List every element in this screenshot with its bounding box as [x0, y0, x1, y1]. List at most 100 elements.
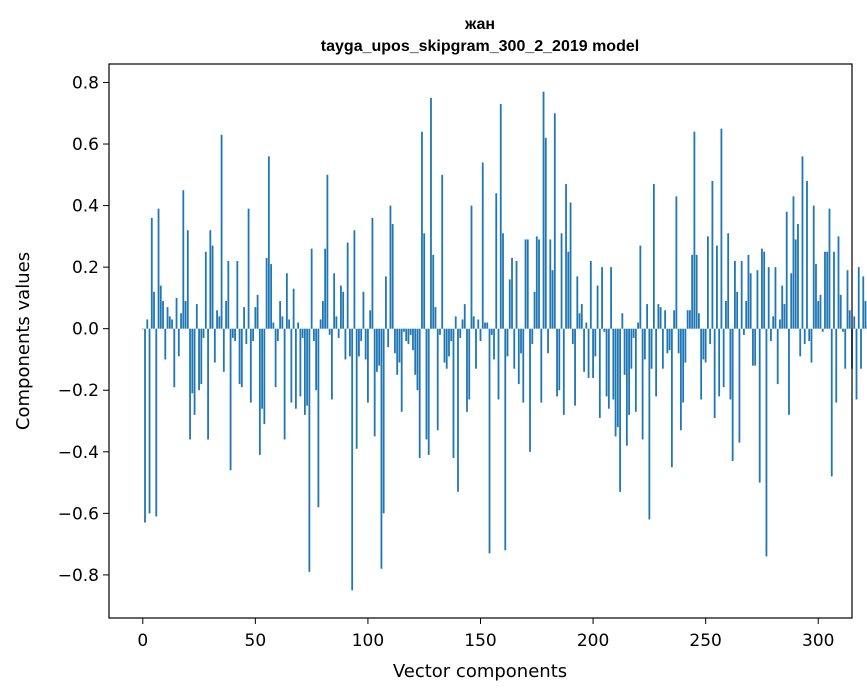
bar-300 [817, 300, 820, 329]
bar-233 [666, 328, 669, 354]
bar-258 [722, 328, 725, 388]
bar-230 [659, 307, 662, 329]
bar-129 [432, 254, 435, 329]
bar-73 [306, 328, 309, 406]
bar-60 [276, 328, 279, 341]
bar-188 [565, 184, 567, 329]
bar-35 [220, 134, 223, 329]
bar-206 [605, 328, 608, 397]
bar-280 [772, 316, 775, 329]
bar-215 [625, 328, 628, 446]
bar-40 [231, 328, 234, 338]
bar-200 [592, 328, 594, 378]
bar-229 [657, 304, 660, 329]
bar-71 [301, 328, 304, 338]
bar-84 [331, 328, 333, 400]
bar-19 [184, 300, 187, 329]
bar-205 [603, 328, 606, 332]
bar-207 [607, 328, 610, 409]
bar-231 [661, 328, 664, 369]
y-tick-label: 0.4 [72, 197, 99, 217]
bar-108 [385, 276, 387, 329]
bar-276 [763, 251, 766, 329]
bar-295 [806, 180, 808, 329]
bar-285 [783, 304, 786, 329]
bar-72 [303, 328, 306, 415]
bar-181 [549, 239, 552, 329]
bar-152 [484, 322, 486, 329]
x-axis-label: Vector components [393, 661, 567, 682]
bar-27 [202, 328, 205, 338]
bar-118 [407, 328, 410, 345]
bar-10 [164, 328, 167, 360]
bar-45 [243, 307, 245, 329]
bar-144 [466, 328, 468, 412]
bar-216 [628, 328, 630, 415]
bar-277 [765, 328, 768, 557]
bar-305 [828, 208, 831, 329]
bar-99 [364, 328, 367, 360]
bar-210 [614, 328, 617, 437]
bar-17 [180, 313, 182, 329]
bar-259 [725, 300, 727, 329]
bar-164 [511, 257, 513, 329]
bar-133 [441, 174, 444, 329]
bar-128 [430, 97, 432, 329]
bar-148 [475, 328, 477, 369]
bar-78 [317, 328, 320, 508]
bar-197 [585, 322, 588, 329]
bar-177 [540, 328, 543, 403]
bar-4 [150, 217, 153, 329]
bar-120 [412, 328, 414, 351]
bar-117 [405, 328, 408, 341]
bar-254 [713, 328, 716, 418]
bar-25 [198, 328, 200, 391]
bar-147 [472, 316, 475, 329]
bar-34 [218, 316, 221, 329]
bar-138 [452, 328, 455, 458]
bar-239 [679, 328, 682, 431]
bar-176 [538, 239, 540, 329]
y-tick-label: 0.0 [72, 320, 99, 340]
bar-267 [743, 328, 745, 335]
bar-291 [797, 224, 799, 329]
bar-316 [853, 316, 856, 329]
bar-182 [551, 270, 554, 329]
bar-253 [711, 180, 714, 329]
y-tick-label: 0.8 [72, 73, 99, 93]
bar-218 [632, 328, 635, 338]
bar-2 [146, 319, 149, 329]
bar-214 [623, 328, 626, 375]
bar-150 [479, 328, 482, 341]
bar-204 [601, 267, 603, 329]
bar-7 [157, 208, 160, 329]
bar-22 [191, 328, 194, 394]
bar-119 [409, 328, 412, 335]
bar-172 [529, 328, 531, 452]
y-axis-label: Components values [13, 252, 34, 430]
bar-121 [414, 328, 417, 375]
bar-141 [459, 328, 462, 338]
bar-114 [398, 328, 401, 363]
x-tick-label: 200 [577, 631, 609, 651]
bar-102 [371, 217, 374, 329]
bar-161 [504, 328, 507, 551]
bar-249 [702, 328, 705, 360]
bar-58 [272, 322, 275, 329]
bar-320 [862, 276, 865, 329]
bar-282 [776, 328, 779, 385]
bar-1 [144, 328, 146, 523]
bar-169 [522, 328, 525, 403]
bar-260 [727, 233, 730, 329]
bar-36 [222, 328, 225, 372]
bar-198 [587, 328, 590, 378]
x-tick-label: 100 [352, 631, 384, 651]
bar-14 [173, 328, 176, 388]
bar-173 [531, 328, 534, 345]
bar-48 [249, 328, 252, 403]
y-tick-label: −0.6 [58, 504, 99, 524]
bar-268 [745, 300, 748, 329]
bar-168 [520, 328, 522, 354]
bar-105 [378, 328, 381, 366]
bar-54 [263, 328, 266, 425]
